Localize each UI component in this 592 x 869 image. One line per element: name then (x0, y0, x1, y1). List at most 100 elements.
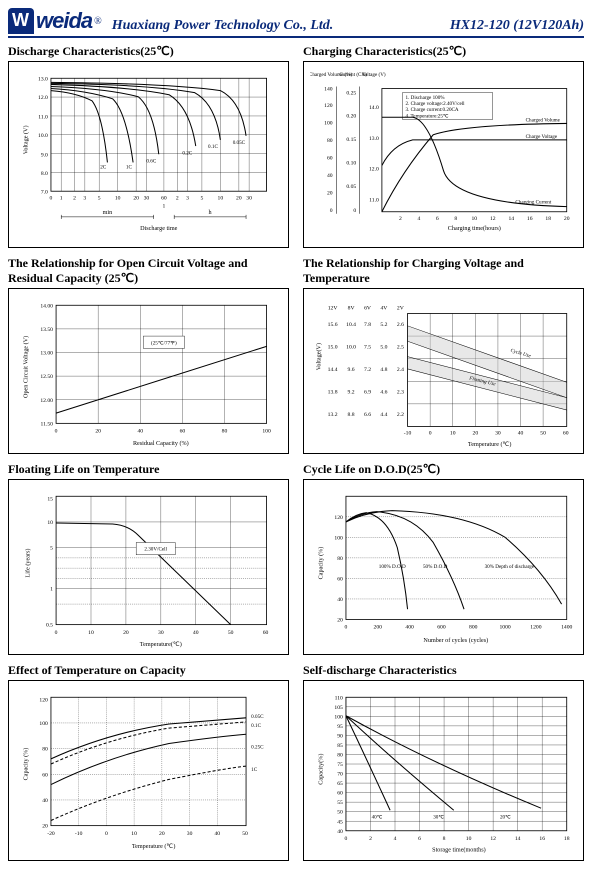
svg-text:8: 8 (443, 836, 446, 842)
svg-text:20: 20 (133, 195, 139, 201)
svg-text:30℃: 30℃ (433, 814, 444, 820)
svg-text:60: 60 (180, 428, 186, 434)
charge-temp-chart: 12V 8V 6V 4V 2V 15.610.47.85.22.615.010.… (303, 288, 584, 454)
svg-text:30: 30 (144, 195, 150, 201)
charging-section: Charging Characteristics(25℃) Charged Vo… (303, 42, 584, 248)
svg-text:4V: 4V (381, 305, 388, 311)
svg-text:3: 3 (186, 195, 189, 201)
svg-text:12: 12 (490, 216, 496, 222)
svg-text:Capacity (%): Capacity (%) (317, 546, 324, 579)
svg-text:-10: -10 (75, 831, 83, 837)
svg-text:h: h (209, 210, 212, 216)
self-discharge-title: Self-discharge Characteristics (303, 663, 584, 678)
svg-text:12: 12 (490, 836, 496, 842)
svg-text:600: 600 (437, 624, 446, 630)
svg-text:120: 120 (39, 697, 48, 703)
svg-text:100: 100 (324, 120, 333, 126)
svg-text:6: 6 (418, 836, 421, 842)
svg-text:0.20: 0.20 (346, 113, 356, 119)
svg-text:50: 50 (228, 629, 234, 635)
svg-text:80: 80 (337, 556, 343, 562)
cycle-life-title: Cycle Life on D.O.D(25℃) (303, 462, 584, 477)
discharge-title: Discharge Characteristics(25℃) (8, 44, 289, 59)
svg-text:60: 60 (161, 195, 167, 201)
svg-text:12.50: 12.50 (40, 374, 53, 380)
registered-icon: ® (94, 16, 102, 27)
discharge-chart: 7.0 8.0 9.0 10.0 11.0 12.0 13.0 Voltage … (8, 61, 289, 248)
svg-text:40: 40 (337, 829, 343, 835)
svg-text:10: 10 (47, 520, 53, 526)
svg-text:0.25: 0.25 (346, 91, 356, 97)
svg-text:0.2C: 0.2C (182, 150, 192, 156)
svg-text:40: 40 (214, 831, 220, 837)
svg-text:Charging Current: Charging Current (515, 200, 551, 206)
svg-text:Charging time(hours): Charging time(hours) (448, 225, 501, 232)
logo-text: weida (36, 8, 92, 34)
svg-text:14: 14 (508, 216, 514, 222)
svg-text:50: 50 (242, 831, 248, 837)
svg-text:Capacity (%): Capacity (%) (22, 748, 29, 781)
svg-text:6V: 6V (364, 305, 371, 311)
cycle-life-chart: 20 40 60 80 100 120 0 200 400 600 800 10… (303, 479, 584, 655)
svg-text:7.8: 7.8 (364, 321, 371, 327)
svg-text:0: 0 (353, 208, 356, 214)
svg-text:9.0: 9.0 (41, 152, 48, 158)
svg-text:140: 140 (324, 87, 333, 93)
svg-text:18: 18 (564, 836, 570, 842)
svg-text:120: 120 (334, 514, 343, 520)
svg-text:20: 20 (564, 216, 570, 222)
svg-text:10: 10 (115, 195, 121, 201)
svg-text:200: 200 (374, 624, 383, 630)
svg-text:95: 95 (337, 724, 343, 730)
temp-cap-section: Effect of Temperature on Capacity (8, 661, 289, 861)
svg-text:0: 0 (330, 208, 333, 214)
svg-text:4.4: 4.4 (380, 412, 387, 418)
svg-text:40: 40 (327, 173, 333, 179)
svg-text:100% D.O.D: 100% D.O.D (379, 564, 406, 570)
svg-text:2: 2 (73, 195, 76, 201)
svg-text:40: 40 (337, 597, 343, 603)
svg-text:8V: 8V (348, 305, 355, 311)
svg-text:15.0: 15.0 (328, 344, 338, 350)
svg-text:-10: -10 (404, 430, 412, 436)
svg-text:9.6: 9.6 (348, 367, 355, 373)
svg-text:40: 40 (42, 798, 48, 804)
cycle-life-section: Cycle Life on D.O.D(25℃) 20 40 60 80 100… (303, 460, 584, 655)
svg-text:5.0: 5.0 (380, 344, 387, 350)
svg-text:0.6C: 0.6C (146, 158, 156, 164)
svg-text:40℃: 40℃ (372, 814, 383, 820)
svg-text:15.6: 15.6 (328, 321, 338, 327)
floating-life-section: Floating Life on Temperature (8, 460, 289, 655)
svg-text:10.0: 10.0 (38, 133, 48, 139)
svg-text:Cycle Use: Cycle Use (510, 347, 532, 359)
svg-text:1. Discharge 100%: 1. Discharge 100% (406, 95, 446, 101)
svg-text:80: 80 (337, 752, 343, 758)
svg-text:65: 65 (337, 781, 343, 787)
svg-text:30: 30 (158, 629, 164, 635)
svg-text:120: 120 (324, 103, 333, 109)
page-header: weida ® Huaxiang Power Technology Co., L… (8, 8, 584, 38)
model-code: HX12-120 (12V120Ah) (450, 18, 584, 34)
svg-text:3. Charge current:0.20CA: 3. Charge current:0.20CA (406, 107, 459, 113)
svg-text:1000: 1000 (499, 624, 510, 630)
svg-text:Discharge time: Discharge time (140, 226, 178, 232)
company-name: Huaxiang Power Technology Co., Ltd. (112, 18, 440, 34)
svg-text:9.2: 9.2 (348, 389, 355, 395)
svg-text:2. Charge voltage:2.40V/cell: 2. Charge voltage:2.40V/cell (406, 101, 466, 107)
svg-text:Temperature (℃): Temperature (℃) (132, 843, 176, 850)
svg-text:4.8: 4.8 (380, 367, 387, 373)
svg-text:30: 30 (246, 195, 252, 201)
svg-text:55: 55 (337, 800, 343, 806)
svg-text:1400: 1400 (561, 624, 572, 630)
temp-cap-chart: 20 40 60 80 100 120 -20 -10 0 10 20 30 4… (8, 680, 289, 861)
svg-text:(25℃/77℉): (25℃/77℉) (151, 339, 177, 346)
svg-text:80: 80 (222, 428, 228, 434)
svg-text:12.0: 12.0 (38, 95, 48, 101)
svg-text:14: 14 (515, 836, 521, 842)
charging-chart: Charged Volume (%) Current (CA) Voltage … (303, 61, 584, 248)
svg-text:Storage time(months): Storage time(months) (432, 846, 486, 853)
svg-text:Voltage (V): Voltage (V) (362, 71, 386, 78)
svg-text:10: 10 (88, 629, 94, 635)
svg-text:5.2: 5.2 (380, 321, 387, 327)
charge-temp-title: The Relationship for Charging Voltage an… (303, 256, 584, 286)
